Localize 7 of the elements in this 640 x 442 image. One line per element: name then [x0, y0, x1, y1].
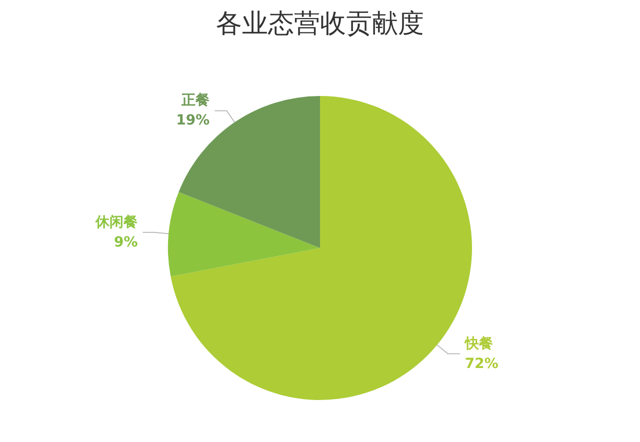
chart-title: 各业态营收贡献度 [216, 9, 424, 39]
data-label: 9% [114, 234, 138, 250]
data-label: 19% [176, 112, 210, 129]
slice-label: 正餐 [180, 92, 210, 109]
slice-label: 休闲餐 [94, 214, 138, 230]
slice-label: 快餐 [464, 336, 493, 352]
data-label: 72% [464, 356, 498, 372]
